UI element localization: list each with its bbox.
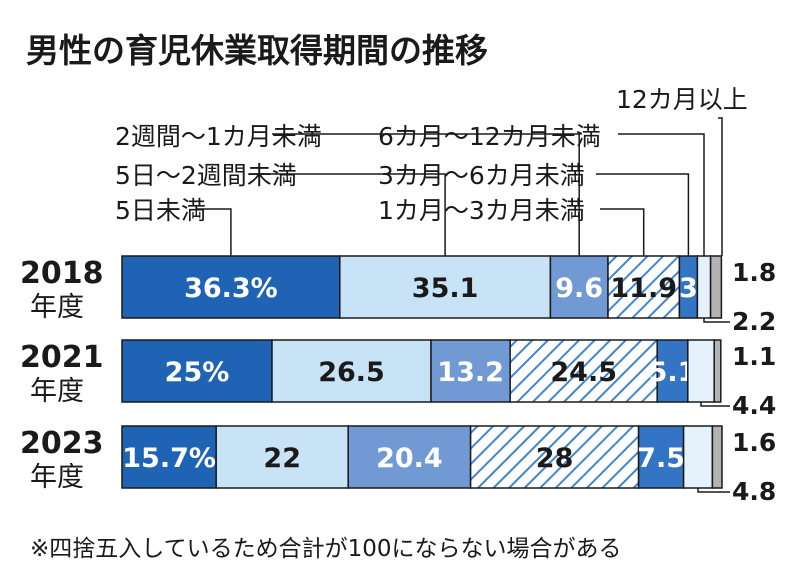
data-label: 26.5 <box>318 357 385 388</box>
data-label: 9.6 <box>555 273 603 304</box>
category-year: 2018 <box>20 256 104 291</box>
bar-segment <box>549 255 609 319</box>
bar-segment <box>339 255 552 319</box>
data-label: 7.5 <box>637 443 685 474</box>
data-label: 36.3% <box>184 273 278 304</box>
legend-label: 3カ月～6カ月未満 <box>378 161 585 190</box>
bar-segment <box>215 425 349 489</box>
bar-segment <box>696 255 712 319</box>
data-label: 1.1 <box>732 342 776 371</box>
data-label: 20.4 <box>376 443 443 474</box>
category-suffix: 年度 <box>30 376 84 407</box>
data-label: 25% <box>165 357 230 388</box>
data-label: 2.2 <box>732 307 776 336</box>
data-label: 4.4 <box>732 391 776 420</box>
leader-line <box>596 173 690 256</box>
footnote: ※四捨五入しているため合計が100にならない場合がある <box>30 536 621 562</box>
leader-line <box>718 117 723 256</box>
data-label: 15.7% <box>122 443 216 474</box>
legend-label: 6カ月～12カ月未満 <box>378 122 601 151</box>
leader-line <box>618 133 705 256</box>
data-label: 35.1 <box>412 273 479 304</box>
legend-label: 1カ月～3カ月未満 <box>378 196 585 225</box>
category-year: 2023 <box>20 426 104 461</box>
data-label: 24.5 <box>550 357 617 388</box>
data-label: 1.8 <box>732 258 776 287</box>
leader-line <box>272 133 580 256</box>
bar-segment <box>430 339 511 403</box>
bar-segment <box>713 339 722 403</box>
data-label: 3 <box>679 273 698 304</box>
category-suffix: 年度 <box>30 292 84 323</box>
leader-line <box>256 173 446 256</box>
data-label: 11.9 <box>610 273 677 304</box>
bar-segment <box>347 425 472 489</box>
legend-label: 5日～2週間未満 <box>115 161 297 190</box>
bar-segment <box>687 339 715 403</box>
bar-segment <box>121 255 341 319</box>
bar-segment <box>121 425 217 489</box>
legend-label: 2週間～1カ月未満 <box>115 122 322 151</box>
data-label: 22 <box>263 443 301 474</box>
bar-segment <box>121 339 273 403</box>
category-year: 2021 <box>20 340 104 375</box>
data-label: 4.8 <box>732 477 776 506</box>
bar-segment <box>682 425 714 489</box>
bar-segment <box>656 339 689 403</box>
legend: 5日未満 5日～2週間未満 2週間～1カ月未満 1カ月～3カ月未満 3カ月～6カ月未満 6… <box>115 85 748 256</box>
leader-line <box>700 402 730 407</box>
bar-segment <box>469 425 640 489</box>
bar-segment <box>709 255 723 319</box>
leader-line <box>600 208 645 256</box>
bar-segment <box>637 425 685 489</box>
data-label: 28 <box>536 443 574 474</box>
data-label: 1.6 <box>732 428 776 457</box>
bar-segment <box>509 339 658 403</box>
legend-label: 5日未満 <box>115 196 206 225</box>
bar-segment <box>607 255 681 319</box>
bar-segment <box>711 425 723 489</box>
legend-label: 12カ月以上 <box>616 85 748 114</box>
leader-line <box>697 488 730 493</box>
chart-title: 男性の育児休業取得期間の推移 <box>26 31 488 70</box>
leader-line <box>196 208 232 256</box>
data-label: 13.2 <box>437 357 504 388</box>
leader-line <box>703 318 730 323</box>
bar-segment <box>271 339 432 403</box>
bars: 36.3% 35.1 9.6 11.9 31.82.225% 26.5 13.2 24.5 5.… <box>121 255 776 506</box>
category-suffix: 年度 <box>30 462 84 493</box>
